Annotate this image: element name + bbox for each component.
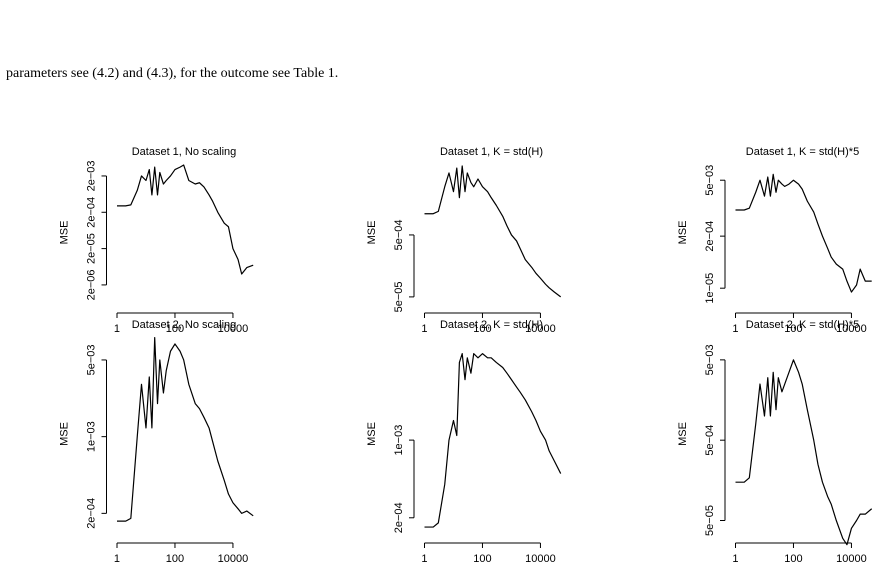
x-tick-label: 1 bbox=[114, 553, 120, 565]
x-tick-label: 10000 bbox=[836, 553, 867, 565]
y-axis-label: MSE bbox=[58, 221, 70, 245]
y-tick-label: 5e−03 bbox=[704, 344, 716, 375]
y-tick-label: 2e−04 bbox=[85, 498, 97, 529]
y-tick-label: 2e−04 bbox=[704, 221, 716, 252]
plot-panel: Dataset 1, K = std(H)*5 MSE 1 100 10000 5e−03… bbox=[677, 146, 872, 335]
y-tick-label: 5e−03 bbox=[85, 344, 97, 375]
y-tick-label: 5e−05 bbox=[393, 281, 405, 312]
y-axis-label: MSE bbox=[366, 221, 378, 245]
x-tick-label: 100 bbox=[473, 323, 491, 335]
plot-title: Dataset 1, No scaling bbox=[132, 146, 237, 158]
x-tick-label: 1 bbox=[114, 323, 120, 335]
y-tick-label: 1e−03 bbox=[85, 421, 97, 452]
caption-text: parameters see (4.2) and (4.3), for the … bbox=[6, 66, 339, 81]
data-line bbox=[735, 173, 872, 293]
plot-title: Dataset 1, K = std(H) bbox=[440, 146, 543, 158]
x-tick-label: 10000 bbox=[218, 553, 249, 565]
x-tick-label: 10000 bbox=[218, 323, 249, 335]
y-tick-label: 2e−06 bbox=[85, 269, 97, 300]
plot-panel: Dataset 1, No scaling MSE 1 100 10000 2e−03 2e… bbox=[58, 146, 254, 335]
y-tick-label: 2e−05 bbox=[85, 233, 97, 264]
y-axis-label: MSE bbox=[366, 422, 378, 446]
data-line bbox=[116, 336, 254, 522]
y-axis-label: MSE bbox=[677, 221, 689, 245]
x-tick-label: 1 bbox=[421, 323, 427, 335]
x-tick-label: 10000 bbox=[836, 323, 867, 335]
y-tick-label: 1e−03 bbox=[393, 425, 405, 456]
data-line bbox=[424, 165, 562, 298]
data-line bbox=[735, 359, 873, 546]
plot-title: Dataset 2, K = std(H) bbox=[440, 319, 543, 331]
y-tick-label: 5e−03 bbox=[704, 165, 716, 196]
data-line bbox=[424, 353, 562, 528]
plot-title: Dataset 1, K = std(H)*5 bbox=[746, 146, 859, 158]
y-tick-label: 5e−04 bbox=[393, 219, 405, 250]
y-tick-label: 2e−04 bbox=[85, 197, 97, 228]
y-tick-label: 2e−03 bbox=[85, 161, 97, 192]
x-tick-label: 1 bbox=[732, 553, 738, 565]
plot-panel: Dataset 1, K = std(H) MSE 1 100 10000 5e−04 5e… bbox=[366, 146, 562, 335]
x-tick-label: 10000 bbox=[525, 553, 556, 565]
x-tick-label: 1 bbox=[732, 323, 738, 335]
plot-panel: Dataset 2, K = std(H)*5 MSE 1 100 10000 5e−03… bbox=[677, 319, 873, 565]
x-tick-label: 100 bbox=[473, 553, 491, 565]
data-line bbox=[116, 164, 254, 275]
x-tick-label: 100 bbox=[166, 553, 184, 565]
y-tick-label: 5e−04 bbox=[704, 425, 716, 456]
plot-panel: Dataset 2, No scaling MSE 1 100 10000 5e−03 1e… bbox=[58, 319, 254, 565]
y-tick-label: 1e−05 bbox=[704, 273, 716, 304]
y-tick-label: 5e−05 bbox=[704, 505, 716, 536]
x-tick-label: 1 bbox=[421, 553, 427, 565]
y-tick-label: 2e−04 bbox=[393, 502, 405, 533]
plot-title: Dataset 2, No scaling bbox=[132, 319, 237, 331]
y-axis-label: MSE bbox=[677, 422, 689, 446]
plot-title: Dataset 2, K = std(H)*5 bbox=[746, 319, 859, 331]
x-tick-label: 100 bbox=[166, 323, 184, 335]
y-axis-label: MSE bbox=[58, 422, 70, 446]
x-tick-label: 100 bbox=[784, 553, 802, 565]
plot-panel: Dataset 2, K = std(H) MSE 1 100 10000 1e−03 2e… bbox=[366, 319, 562, 565]
x-tick-label: 100 bbox=[784, 323, 802, 335]
x-tick-label: 10000 bbox=[525, 323, 556, 335]
